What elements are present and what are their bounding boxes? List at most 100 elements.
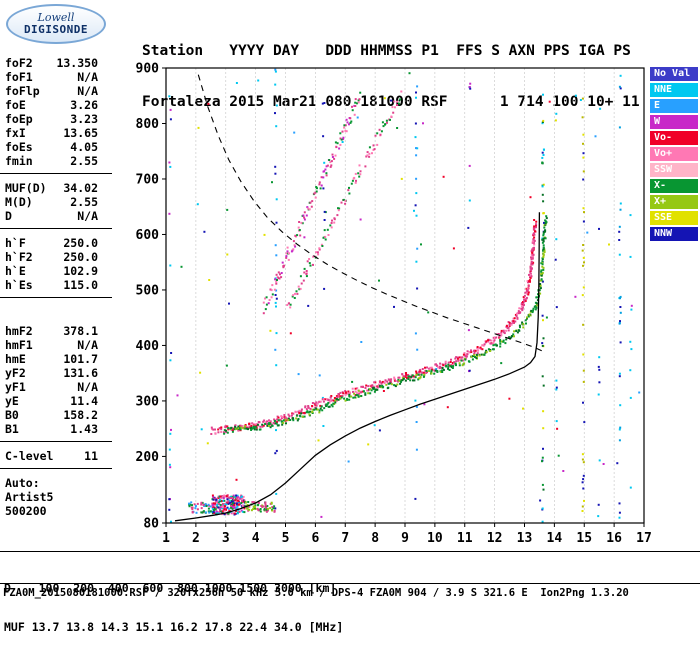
divider-line-top	[0, 551, 700, 552]
param-label: yF2	[5, 366, 26, 380]
logo-oval: Lowell DIGISONDE	[6, 4, 106, 44]
legend-item-w: W	[650, 115, 698, 129]
param-row-b0: B0 158.2	[0, 408, 118, 422]
param-value: 11.4	[70, 394, 98, 408]
footer-info: FZA0M_2015080181000.RSF / 320fx256h 50 k…	[3, 587, 629, 599]
param-value: 250.0	[63, 236, 98, 250]
rfi-columns	[168, 68, 633, 523]
param-value: 3.23	[70, 112, 98, 126]
param-label: h`F2	[5, 250, 33, 264]
param-value: N/A	[77, 380, 98, 394]
param-label: hmF1	[5, 338, 33, 352]
svg-text:9: 9	[401, 531, 409, 546]
plot-gridlines	[195, 68, 615, 523]
param-row-yf2: yF2 131.6	[0, 366, 118, 380]
param-row-hes: h`Es 115.0	[0, 278, 118, 292]
separator-line	[0, 468, 112, 469]
param-label: fmin	[5, 154, 33, 168]
divider-line-bottom	[0, 583, 700, 584]
svg-text:13: 13	[517, 531, 533, 546]
background-noise-dots	[176, 72, 641, 518]
param-label: hmF2	[5, 324, 33, 338]
param-row-hme: hmE 101.7	[0, 352, 118, 366]
legend-item-nnw: NNW	[650, 227, 698, 241]
svg-text:17: 17	[636, 531, 652, 546]
param-label: yF1	[5, 380, 26, 394]
logo-lowell-text: Lowell	[37, 11, 75, 24]
svg-text:300: 300	[136, 394, 160, 409]
param-row-yf1: yF1 N/A	[0, 380, 118, 394]
param-row-clevel: C-level 11	[0, 449, 118, 463]
param-label: hmE	[5, 352, 26, 366]
param-row-foe: foE 3.26	[0, 98, 118, 112]
param-label: yE	[5, 394, 19, 408]
param-row-hf2: h`F2 250.0	[0, 250, 118, 264]
svg-text:12: 12	[487, 531, 503, 546]
parameter-group: C-level 11	[0, 449, 118, 463]
processing-info-line: 500200	[5, 504, 47, 518]
svg-text:3: 3	[222, 531, 230, 546]
param-value: N/A	[77, 84, 98, 98]
svg-text:5: 5	[282, 531, 290, 546]
param-value: 115.0	[63, 278, 98, 292]
profile-and-muf-lines	[174, 74, 543, 522]
parameter-group: foF2 13.350 foF1 N/A foFlp N/A foE 3.26 foEp 3.23…	[0, 56, 118, 168]
svg-text:4: 4	[252, 531, 260, 546]
param-value: 13.65	[63, 126, 98, 140]
svg-text:700: 700	[136, 172, 160, 187]
svg-text:2: 2	[192, 531, 200, 546]
param-row-foes: foEs 4.05	[0, 140, 118, 154]
param-row-he: h`E 102.9	[0, 264, 118, 278]
muf-distance-table: D 100 200 400 600 800 1000 1500 3000 [km…	[4, 556, 343, 647]
param-label: foE	[5, 98, 26, 112]
param-row-fof2: foF2 13.350	[0, 56, 118, 70]
param-value: N/A	[77, 338, 98, 352]
param-value: 158.2	[63, 408, 98, 422]
legend-item-e: E	[650, 99, 698, 113]
svg-text:14: 14	[547, 531, 563, 546]
separator-line	[0, 228, 112, 229]
param-row-hf: h`F 250.0	[0, 236, 118, 250]
param-label: h`Es	[5, 278, 33, 292]
param-value: 102.9	[63, 264, 98, 278]
parameter-group: hmF2 378.1 hmF1 N/A hmE 101.7 yF2 131.6 yF1 N/A yE…	[0, 324, 118, 436]
svg-text:16: 16	[606, 531, 622, 546]
legend-item-vo: Vo+	[650, 147, 698, 161]
param-row-hmf1: hmF1 N/A	[0, 338, 118, 352]
lowell-digisonde-logo: Lowell DIGISONDE	[6, 4, 106, 44]
param-row-hmf2: hmF2 378.1	[0, 324, 118, 338]
param-value: 378.1	[63, 324, 98, 338]
svg-text:600: 600	[136, 228, 160, 243]
svg-text:800: 800	[136, 117, 160, 132]
legend-item-vo: Vo-	[650, 131, 698, 145]
sporadic-e-clusters	[188, 494, 276, 516]
svg-text:11: 11	[457, 531, 473, 546]
param-label: foF1	[5, 70, 33, 84]
param-row-mufd: MUF(D) 34.02	[0, 181, 118, 195]
param-value: 3.26	[70, 98, 98, 112]
param-value: N/A	[77, 70, 98, 84]
plot-axes: 1 2 3 4 5 6 7 8 9 10 11 12 13 14 15 16 17900800700600500…	[136, 62, 652, 547]
param-label: B1	[5, 422, 19, 436]
param-value: 101.7	[63, 352, 98, 366]
separator-line	[0, 173, 112, 174]
param-label: C-level	[5, 449, 54, 463]
parameter-group: h`F 250.0 h`F2 250.0 h`E 102.9 h`Es 115.0	[0, 236, 118, 292]
param-row-fxi: fxI 13.65	[0, 126, 118, 140]
param-label: foF2	[5, 56, 33, 70]
muf-row: MUF 13.7 13.8 14.3 15.1 16.2 17.8 22.4 3…	[4, 620, 344, 634]
ionogram-plot: 1 2 3 4 5 6 7 8 9 10 11 12 13 14 15 16 17900800700600500…	[136, 62, 652, 547]
legend-item-x: X-	[650, 179, 698, 193]
legend-item-x: X+	[650, 195, 698, 209]
svg-text:7: 7	[341, 531, 349, 546]
svg-text:1: 1	[162, 531, 170, 546]
param-value: N/A	[77, 209, 98, 223]
param-label: fxI	[5, 126, 26, 140]
param-row-fmin: fmin 2.55	[0, 154, 118, 168]
svg-text:6: 6	[311, 531, 319, 546]
param-label: B0	[5, 408, 19, 422]
param-row-ye: yE 11.4	[0, 394, 118, 408]
param-label: h`F	[5, 236, 26, 250]
param-row-fof1: foF1 N/A	[0, 70, 118, 84]
header-column-titles: Station YYYY DAY DDD HHMMSS P1 FFS S AXN…	[142, 43, 631, 59]
